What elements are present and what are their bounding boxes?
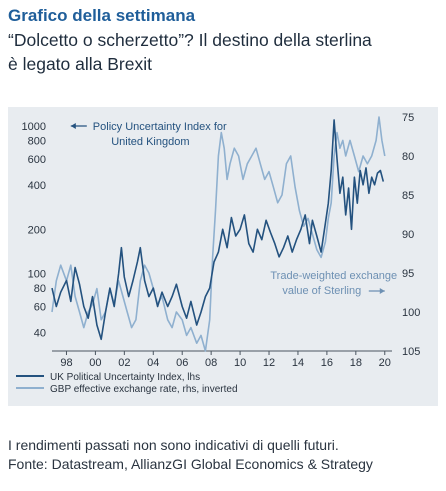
left-tick-label: 1000 — [22, 121, 46, 133]
chart-kicker: Grafico della settimana — [8, 6, 196, 25]
plot-panel: 40 60 80 100 200 400 600 800 1000 75 80 85 90 95 100 1… — [8, 107, 438, 406]
left-tick-label: 60 — [34, 302, 46, 314]
left-tick-label: 100 — [28, 269, 46, 281]
right-tick-label: 100 — [402, 307, 420, 319]
x-axis: 98 00 02 04 06 08 10 12 14 16 18 20 — [52, 350, 392, 369]
headline-line-1: “Dolcetto o scherzetto”? Il destino dell… — [8, 30, 372, 50]
right-tick-label: 75 — [402, 112, 414, 124]
left-tick-label: 800 — [28, 135, 46, 147]
right-tick-label: 85 — [402, 190, 414, 202]
right-tick-label: 80 — [402, 151, 414, 163]
series-gbp-exchange-rate — [51, 116, 386, 352]
x-tick-label: 06 — [176, 357, 188, 369]
x-tick-label: 02 — [118, 357, 130, 369]
x-tick-label: 04 — [147, 357, 159, 369]
series-uk-political-uncertainty — [51, 119, 385, 341]
left-annotation-line-2: United Kingdom — [111, 136, 189, 148]
left-axis: 40 60 80 100 200 400 600 800 1000 — [22, 121, 46, 340]
left-tick-label: 200 — [28, 224, 46, 236]
x-tick-label: 16 — [321, 357, 333, 369]
series-lines — [51, 116, 386, 352]
left-tick-label: 600 — [28, 154, 46, 166]
right-tick-label: 105 — [402, 346, 420, 358]
legend-label-gbp: GBP effective exchange rate, rhs, invert… — [50, 384, 238, 395]
left-tick-label: 40 — [34, 328, 46, 340]
right-annotation-line-2: value of Sterling — [282, 285, 361, 297]
x-tick-label: 10 — [234, 357, 246, 369]
chart-annotations: Policy Uncertainty Index for United Kingd… — [70, 121, 397, 297]
right-annotation-line-1: Trade-weighted exchange — [270, 270, 397, 282]
x-tick-label: 18 — [350, 357, 362, 369]
x-tick-label: 98 — [60, 357, 72, 369]
chart-headline: “Dolcetto o scherzetto”? Il destino dell… — [8, 28, 442, 76]
footnotes: I rendimenti passati non sono indicativi… — [8, 436, 442, 474]
x-tick-label: 20 — [379, 357, 391, 369]
left-annotation-arrowhead — [70, 122, 76, 129]
right-tick-label: 90 — [402, 229, 414, 241]
left-annotation-line-1: Policy Uncertainty Index for — [93, 121, 227, 133]
right-tick-label: 95 — [402, 268, 414, 280]
headline-line-2: è legato alla Brexit — [8, 54, 152, 74]
x-tick-label: 08 — [205, 357, 217, 369]
left-tick-label: 80 — [34, 283, 46, 295]
x-tick-label: 14 — [292, 357, 304, 369]
right-axis: 75 80 85 90 95 100 105 — [402, 112, 420, 358]
legend-label-uncertainty: UK Political Uncertainty Index, lhs — [50, 372, 200, 383]
x-tick-label: 00 — [89, 357, 101, 369]
left-tick-label: 400 — [28, 180, 46, 192]
x-tick-label: 12 — [263, 357, 275, 369]
right-annotation-arrowhead — [379, 288, 385, 294]
performance-disclaimer: I rendimenti passati non sono indicativi… — [8, 437, 339, 453]
source-note: Fonte: Datastream, AllianzGI Global Econ… — [8, 456, 373, 472]
